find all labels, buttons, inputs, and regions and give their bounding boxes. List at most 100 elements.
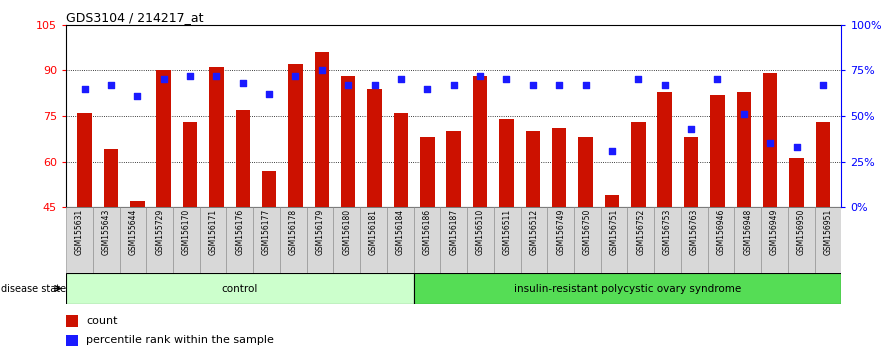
Text: GSM156176: GSM156176 <box>235 209 244 255</box>
Bar <box>104 149 118 207</box>
FancyBboxPatch shape <box>226 207 253 273</box>
Bar <box>66 315 78 327</box>
Point <box>789 144 803 150</box>
Bar <box>182 122 197 207</box>
Text: GSM156749: GSM156749 <box>556 209 565 256</box>
FancyBboxPatch shape <box>735 207 761 273</box>
Bar <box>130 201 144 207</box>
Point <box>579 82 593 88</box>
Text: GSM156186: GSM156186 <box>423 209 432 255</box>
Text: GSM156948: GSM156948 <box>744 209 752 255</box>
Text: percentile rank within the sample: percentile rank within the sample <box>86 336 274 346</box>
Point <box>315 68 329 73</box>
Point <box>236 80 250 86</box>
FancyBboxPatch shape <box>707 207 735 273</box>
Text: GSM156950: GSM156950 <box>796 209 806 256</box>
Bar <box>235 110 250 207</box>
Text: GSM156171: GSM156171 <box>209 209 218 255</box>
Text: GSM156512: GSM156512 <box>529 209 538 255</box>
Bar <box>578 137 593 207</box>
Bar <box>394 113 408 207</box>
Text: GSM156751: GSM156751 <box>610 209 618 255</box>
Text: count: count <box>86 316 117 326</box>
Point <box>78 86 92 91</box>
Point <box>341 82 355 88</box>
FancyBboxPatch shape <box>146 207 173 273</box>
Text: GDS3104 / 214217_at: GDS3104 / 214217_at <box>66 11 204 24</box>
Bar <box>157 70 171 207</box>
Bar <box>631 122 646 207</box>
Bar <box>447 131 461 207</box>
Text: GSM156750: GSM156750 <box>583 209 592 256</box>
Bar <box>604 195 619 207</box>
Point <box>394 76 408 82</box>
FancyBboxPatch shape <box>413 207 440 273</box>
Text: disease state: disease state <box>2 284 66 293</box>
Bar <box>526 131 540 207</box>
Point <box>710 76 724 82</box>
Point <box>526 82 540 88</box>
Point <box>447 82 461 88</box>
Bar <box>420 137 434 207</box>
Text: GSM155644: GSM155644 <box>129 209 137 256</box>
Point <box>763 141 777 146</box>
Bar <box>367 88 381 207</box>
Bar <box>473 76 487 207</box>
Bar <box>288 64 303 207</box>
FancyBboxPatch shape <box>547 207 574 273</box>
Point <box>262 91 276 97</box>
FancyBboxPatch shape <box>253 207 280 273</box>
Text: GSM155729: GSM155729 <box>155 209 164 255</box>
FancyBboxPatch shape <box>173 207 200 273</box>
FancyBboxPatch shape <box>360 207 387 273</box>
Text: GSM156187: GSM156187 <box>449 209 458 255</box>
FancyBboxPatch shape <box>627 207 655 273</box>
FancyBboxPatch shape <box>601 207 627 273</box>
Bar <box>710 95 725 207</box>
Text: GSM156170: GSM156170 <box>181 209 191 255</box>
Text: GSM156951: GSM156951 <box>824 209 833 255</box>
FancyBboxPatch shape <box>66 273 413 304</box>
Point <box>473 73 487 79</box>
Text: GSM156763: GSM156763 <box>690 209 699 256</box>
Bar <box>66 335 78 346</box>
Text: GSM156179: GSM156179 <box>315 209 324 255</box>
Text: GSM156180: GSM156180 <box>343 209 352 255</box>
Point <box>737 111 751 117</box>
FancyBboxPatch shape <box>66 207 93 273</box>
Point <box>605 148 619 153</box>
Bar <box>737 92 751 207</box>
Point <box>816 82 830 88</box>
Text: control: control <box>222 284 258 293</box>
Point <box>130 93 144 99</box>
FancyBboxPatch shape <box>574 207 601 273</box>
Bar <box>500 119 514 207</box>
FancyBboxPatch shape <box>307 207 333 273</box>
Text: GSM155631: GSM155631 <box>75 209 84 255</box>
FancyBboxPatch shape <box>467 207 494 273</box>
Point <box>420 86 434 91</box>
FancyBboxPatch shape <box>280 207 307 273</box>
Bar <box>552 128 566 207</box>
Text: GSM156181: GSM156181 <box>369 209 378 255</box>
Bar <box>315 52 329 207</box>
Bar <box>262 171 277 207</box>
FancyBboxPatch shape <box>413 273 841 304</box>
FancyBboxPatch shape <box>93 207 120 273</box>
Text: GSM156946: GSM156946 <box>716 209 726 256</box>
Text: GSM156510: GSM156510 <box>476 209 485 255</box>
Point <box>367 82 381 88</box>
Point <box>183 73 197 79</box>
Bar <box>684 137 699 207</box>
Text: GSM156949: GSM156949 <box>770 209 779 256</box>
Text: GSM156511: GSM156511 <box>503 209 512 255</box>
Text: GSM156753: GSM156753 <box>663 209 672 256</box>
FancyBboxPatch shape <box>200 207 226 273</box>
Point <box>552 82 566 88</box>
Bar <box>816 122 830 207</box>
FancyBboxPatch shape <box>440 207 467 273</box>
Bar <box>789 159 803 207</box>
Point <box>657 82 671 88</box>
Text: GSM155643: GSM155643 <box>101 209 111 256</box>
Bar <box>78 113 92 207</box>
